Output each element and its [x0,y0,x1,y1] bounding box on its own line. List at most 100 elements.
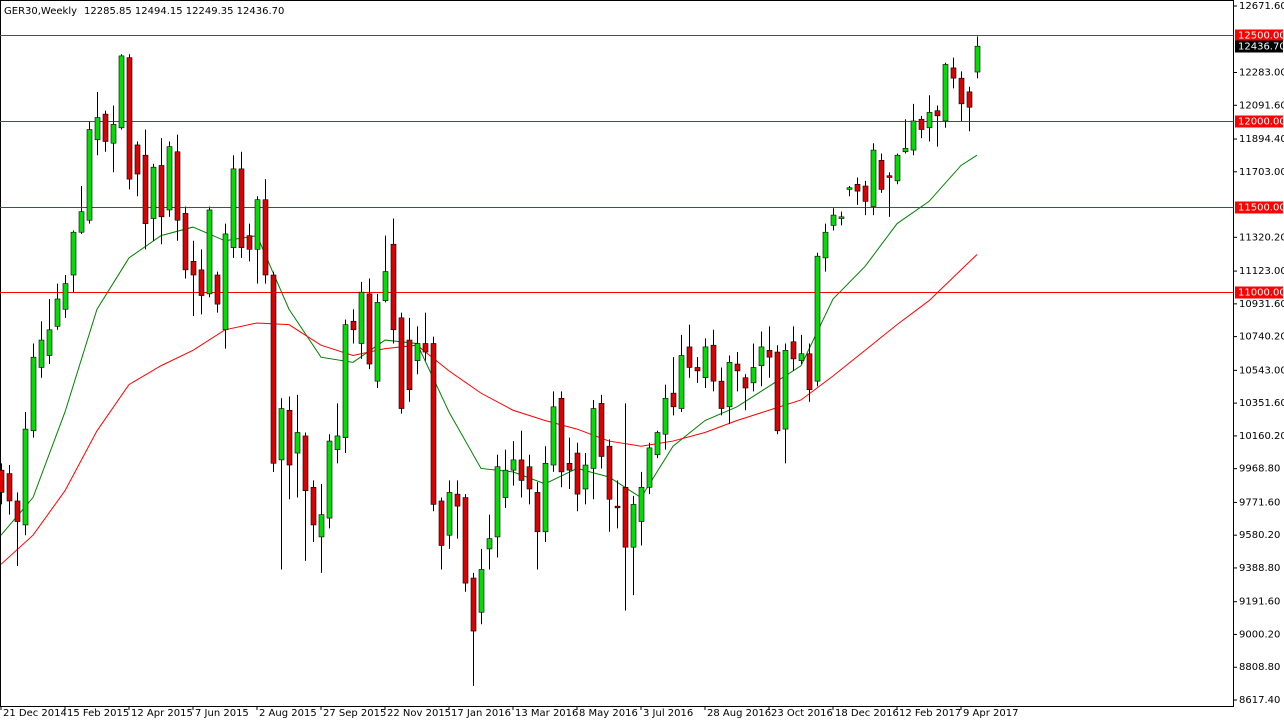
candle-body [534,492,541,533]
candle-body [550,406,557,466]
y-tick-label: 12091.60 [1239,100,1284,111]
candle-body [886,175,893,178]
candle-body [678,355,685,409]
y-tick-label: 12283.00 [1239,68,1284,79]
x-tick-label: 21 Dec 2014 [3,708,67,719]
candle-body [566,463,573,471]
candle-body [734,363,741,372]
candle-body [910,120,917,151]
candle-body [134,144,141,175]
candle-body [518,459,525,481]
candle-body [14,500,21,522]
y-tick-label: 11894.40 [1239,134,1284,145]
candle-body [526,466,533,490]
candle-body [582,464,589,490]
candle-body [382,271,389,301]
candle-body [86,129,93,221]
y-tick-label: 11703.00 [1239,167,1284,178]
candle-body [662,397,669,435]
candle-body [214,274,221,305]
candle-body [630,504,637,548]
candle-body [510,459,517,471]
candle-body [62,283,69,310]
candle-body [270,274,277,464]
candle-body [398,317,405,409]
level-label-box [1235,286,1283,299]
candle-body [286,409,293,466]
candle-body [0,469,5,493]
chart-title: GER30,Weekly [4,6,77,17]
y-tick-label: 8808.80 [1239,662,1280,673]
level-label: 11500.00 [1238,203,1284,214]
candle-body [878,160,885,190]
candle-body [254,199,261,250]
candle-body [726,362,733,408]
candle-body [174,151,181,221]
candle-body [278,408,285,461]
last-price-box [1235,40,1283,53]
candle-body [830,214,837,226]
candle-body [94,117,101,141]
candle-body [654,432,661,456]
y-tick-label: 9191.60 [1239,597,1280,608]
x-tick-label: 22 Nov 2015 [387,708,451,719]
candle-body [750,367,757,384]
candle-body [718,380,725,409]
candle-body [446,492,453,536]
candle-body [118,55,125,129]
candle-body [326,440,333,519]
candle-body [782,350,789,430]
candle-body [342,324,349,438]
candle-body [870,149,877,207]
level-label: 11000.00 [1238,288,1284,299]
candle-body [558,397,565,473]
candle-body [710,344,717,382]
candle-body [190,261,197,276]
x-tick-label: 2 Aug 2015 [259,708,317,719]
candle-body [950,67,957,79]
candle-body [638,486,645,522]
candle-body [366,293,373,365]
candle-body [694,367,701,372]
y-tick-label: 12671.60 [1239,1,1284,12]
level-label: 12000.00 [1238,117,1284,128]
x-tick-label: 23 Oct 2016 [771,708,833,719]
candle-body [358,291,365,344]
candle-body [494,466,501,538]
x-tick-label: 12 Apr 2015 [131,708,193,719]
candle-body [70,231,77,276]
y-tick-label: 10543.00 [1239,365,1284,376]
candle-body [542,463,549,533]
candle-body [414,343,421,361]
candle-body [838,216,845,219]
candle-body [918,118,925,130]
candle-body [294,432,301,454]
candle-body [790,341,797,360]
candle-body [798,353,805,361]
candle-body [350,320,357,331]
x-tick-label: 17 Jan 2016 [451,708,511,719]
candle-body [846,187,853,190]
candle-body [198,269,205,296]
candle-body [46,329,53,356]
level-label-box [1235,29,1283,42]
candle-body [574,452,581,495]
y-tick-label: 11320.20 [1239,232,1284,243]
y-tick-label: 8617.40 [1239,695,1280,706]
candle-body [822,231,829,259]
x-tick-label: 8 May 2016 [579,708,638,719]
y-tick-label: 10160.20 [1239,431,1284,442]
candle-body [302,435,309,492]
candle-body [310,486,317,526]
candle-body [478,569,485,613]
y-tick-label: 10740.20 [1239,332,1284,343]
candle-body [614,505,621,509]
y-tick-label: 9771.60 [1239,497,1280,508]
candle-body [222,233,229,331]
x-tick-label: 3 Jul 2016 [643,708,693,719]
candle-body [38,339,45,368]
candle-body [758,346,765,367]
y-tick-label: 9968.80 [1239,464,1280,475]
y-tick-label: 9580.20 [1239,530,1280,541]
